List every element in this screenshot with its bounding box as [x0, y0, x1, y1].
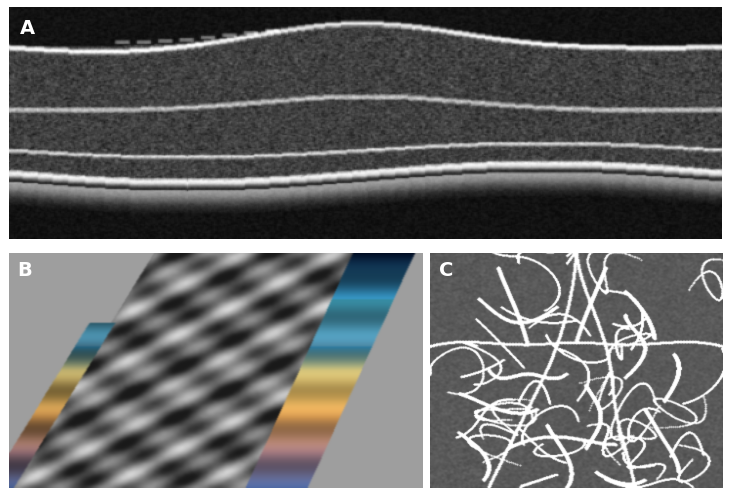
- Text: A: A: [20, 19, 34, 38]
- Text: C: C: [439, 260, 453, 279]
- Text: B: B: [17, 260, 31, 279]
